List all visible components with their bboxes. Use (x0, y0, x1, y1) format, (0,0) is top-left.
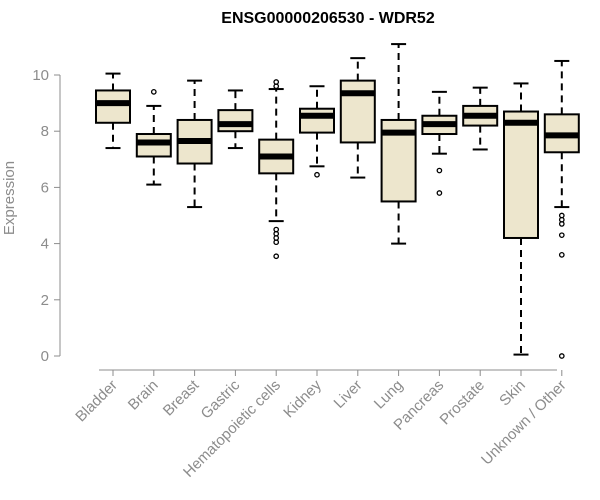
x-tick-label: Bladder (72, 377, 121, 426)
box-5 (299, 85, 335, 178)
x-tick-label: Kidney (280, 376, 325, 421)
box-7 (380, 43, 417, 245)
x-tick-label: Breast (160, 376, 203, 419)
outlier-point (558, 251, 565, 258)
y-tick-label: 10 (32, 67, 49, 84)
box-6 (339, 57, 376, 179)
box-4 (258, 79, 295, 260)
x-tick-label: Prostate (436, 377, 488, 429)
x-tick-label: Lung (371, 377, 407, 413)
box-3 (217, 89, 254, 150)
y-tick-label: 6 (41, 179, 49, 196)
outlier-point (150, 89, 157, 95)
box-8 (421, 90, 458, 196)
outlier-point (273, 239, 280, 246)
y-tick-label: 4 (41, 236, 49, 253)
chart-title: ENSG00000206530 - WDR52 (221, 10, 435, 27)
y-tick-label: 8 (41, 123, 49, 140)
outlier-point (273, 79, 280, 85)
y-axis-ticks: 0 2 4 6 8 10 (32, 67, 60, 365)
iqr-box (95, 89, 131, 124)
outlier-point (558, 353, 565, 359)
box-0 (95, 72, 131, 150)
box-2 (176, 79, 213, 209)
outlier-point (273, 253, 280, 260)
outlier-point (558, 232, 565, 239)
x-tick-label: Liver (331, 377, 366, 412)
outlier-point (314, 171, 320, 178)
box-11 (543, 59, 580, 359)
iqr-box (217, 109, 254, 133)
outlier-point (436, 167, 443, 174)
iqr-box (503, 110, 539, 239)
y-axis-label: Expression (1, 161, 18, 235)
box-10 (503, 82, 539, 356)
iqr-box (299, 107, 335, 134)
boxplot-series (95, 43, 580, 359)
outlier-point (558, 221, 565, 227)
box-9 (462, 86, 499, 151)
x-tick-label: Skin (496, 377, 529, 410)
iqr-box (339, 79, 376, 144)
y-tick-label: 2 (41, 292, 49, 309)
y-tick-label: 0 (41, 348, 49, 365)
box-1 (135, 89, 172, 186)
outlier-point (436, 190, 443, 196)
x-tick-label: Brain (125, 377, 162, 414)
